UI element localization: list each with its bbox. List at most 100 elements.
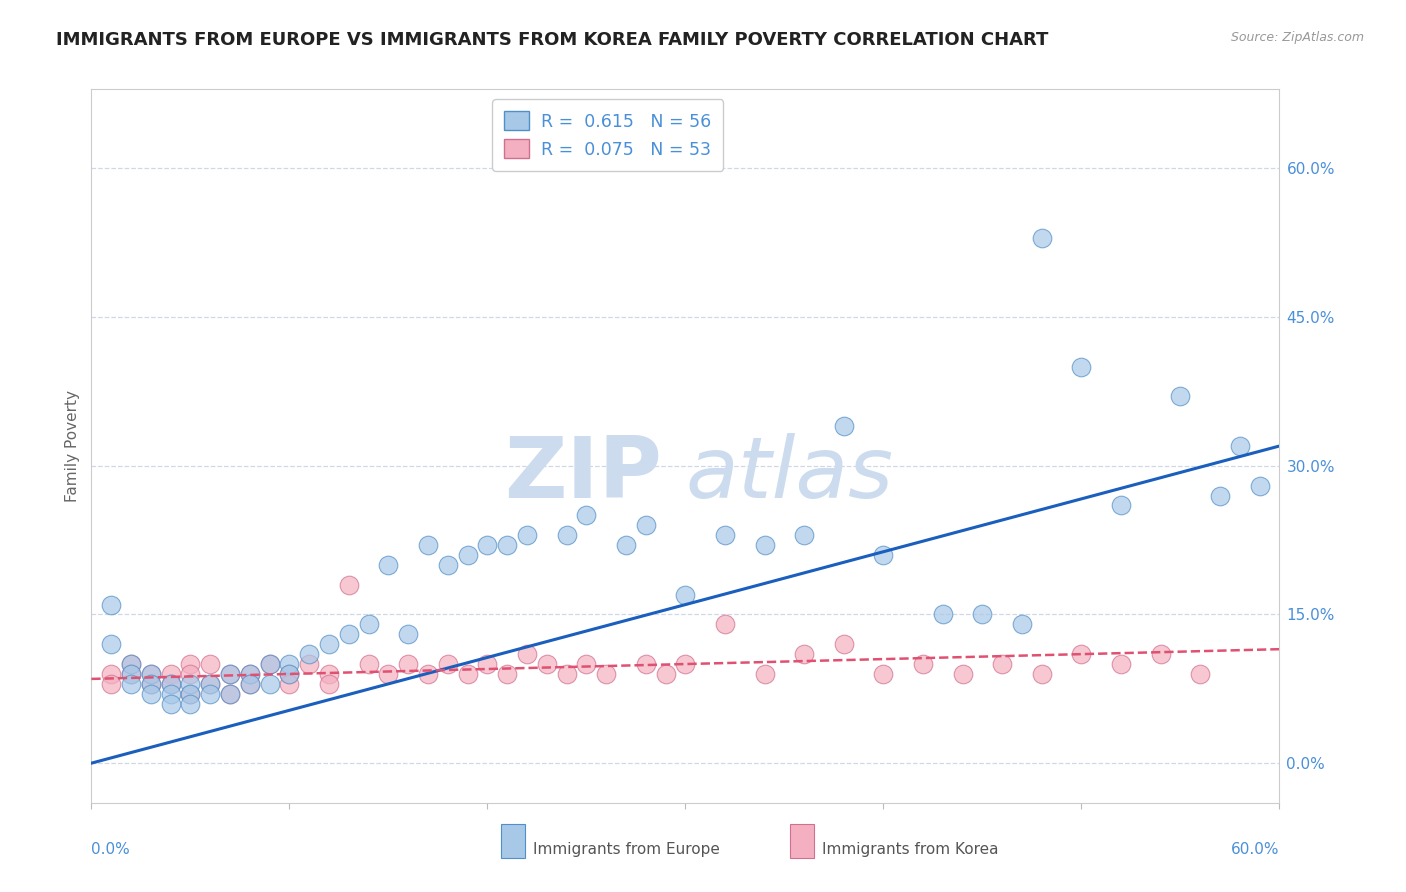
Point — [179, 687, 201, 701]
Text: Source: ZipAtlas.com: Source: ZipAtlas.com — [1230, 31, 1364, 45]
Point — [516, 647, 538, 661]
Point — [1150, 647, 1173, 661]
Point — [219, 687, 242, 701]
Point — [1170, 389, 1192, 403]
Point — [555, 667, 578, 681]
Point — [278, 677, 301, 691]
Point — [872, 667, 894, 681]
Point — [219, 667, 242, 681]
Point — [179, 677, 201, 691]
Point — [634, 518, 657, 533]
Point — [952, 667, 974, 681]
Point — [1109, 499, 1132, 513]
Point — [634, 657, 657, 671]
Point — [555, 528, 578, 542]
Text: ZIP: ZIP — [503, 433, 662, 516]
Point — [120, 677, 142, 691]
Point — [1070, 359, 1092, 374]
Text: IMMIGRANTS FROM EUROPE VS IMMIGRANTS FROM KOREA FAMILY POVERTY CORRELATION CHART: IMMIGRANTS FROM EUROPE VS IMMIGRANTS FRO… — [56, 31, 1049, 49]
Point — [200, 677, 222, 691]
Point — [1249, 478, 1271, 492]
Point — [219, 687, 242, 701]
Point — [100, 667, 122, 681]
Text: 60.0%: 60.0% — [1232, 842, 1279, 857]
Point — [139, 677, 162, 691]
Point — [496, 667, 519, 681]
Point — [259, 677, 281, 691]
Point — [1031, 231, 1053, 245]
Text: Immigrants from Korea: Immigrants from Korea — [823, 842, 998, 857]
Point — [318, 667, 340, 681]
Point — [457, 667, 479, 681]
Point — [278, 667, 301, 681]
Point — [100, 637, 122, 651]
Point — [139, 677, 162, 691]
Point — [337, 578, 360, 592]
Point — [278, 657, 301, 671]
Point — [1189, 667, 1212, 681]
Text: atlas: atlas — [685, 433, 893, 516]
Point — [416, 667, 439, 681]
Point — [259, 657, 281, 671]
Point — [318, 637, 340, 651]
Point — [239, 667, 262, 681]
Point — [1070, 647, 1092, 661]
Point — [159, 697, 181, 711]
Point — [496, 538, 519, 552]
Point — [1011, 617, 1033, 632]
Point — [911, 657, 934, 671]
Point — [832, 637, 855, 651]
Point — [793, 647, 815, 661]
Point — [239, 667, 262, 681]
Point — [337, 627, 360, 641]
Point — [793, 528, 815, 542]
Point — [239, 677, 262, 691]
Point — [1109, 657, 1132, 671]
Point — [1209, 489, 1232, 503]
Legend: R =  0.615   N = 56, R =  0.075   N = 53: R = 0.615 N = 56, R = 0.075 N = 53 — [492, 99, 723, 171]
Point — [614, 538, 637, 552]
Point — [932, 607, 955, 622]
Y-axis label: Family Poverty: Family Poverty — [65, 390, 80, 502]
Point — [159, 677, 181, 691]
Text: 0.0%: 0.0% — [91, 842, 131, 857]
Point — [159, 677, 181, 691]
Point — [139, 667, 162, 681]
Point — [219, 667, 242, 681]
Point — [832, 419, 855, 434]
Point — [179, 687, 201, 701]
Point — [416, 538, 439, 552]
Point — [536, 657, 558, 671]
Point — [516, 528, 538, 542]
Point — [673, 588, 696, 602]
Text: Immigrants from Europe: Immigrants from Europe — [533, 842, 720, 857]
Point — [120, 667, 142, 681]
Point — [357, 617, 380, 632]
Point — [436, 558, 458, 572]
Point — [477, 538, 499, 552]
Point — [159, 667, 181, 681]
Point — [673, 657, 696, 671]
Point — [457, 548, 479, 562]
Point — [357, 657, 380, 671]
Point — [872, 548, 894, 562]
Point — [595, 667, 617, 681]
FancyBboxPatch shape — [502, 824, 524, 858]
Point — [654, 667, 676, 681]
Point — [298, 647, 321, 661]
Point — [120, 657, 142, 671]
Point — [377, 667, 399, 681]
Point — [318, 677, 340, 691]
Point — [159, 687, 181, 701]
Point — [1229, 439, 1251, 453]
Point — [100, 677, 122, 691]
Point — [377, 558, 399, 572]
Point — [298, 657, 321, 671]
Point — [200, 657, 222, 671]
Point — [139, 687, 162, 701]
Point — [239, 677, 262, 691]
Point — [714, 528, 737, 542]
Point — [991, 657, 1014, 671]
Point — [754, 538, 776, 552]
Point — [179, 697, 201, 711]
